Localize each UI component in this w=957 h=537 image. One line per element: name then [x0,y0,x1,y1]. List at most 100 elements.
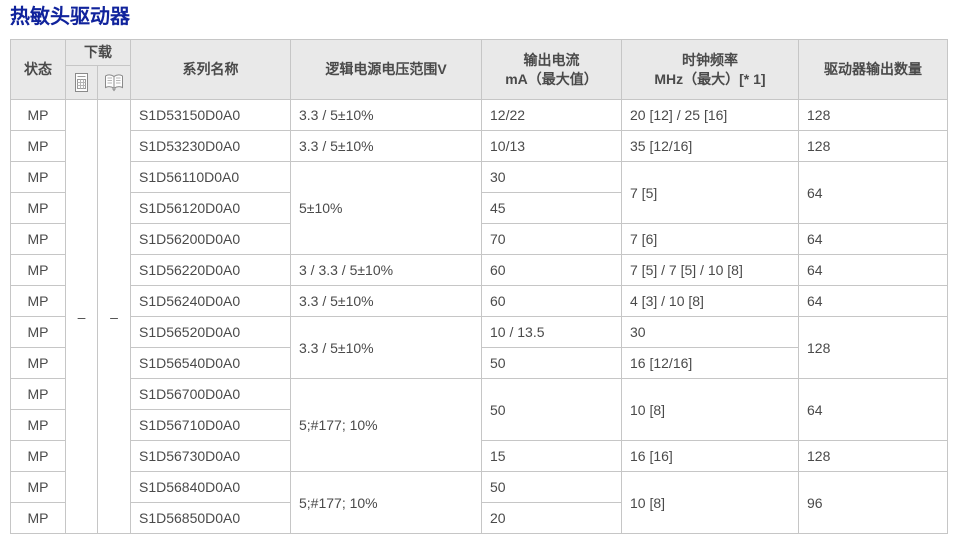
table-row: MP S1D56240D0A0 3.3 / 5±10% 60 4 [3] / 10 [8… [10,285,948,317]
outputs-cell: 128 [798,440,948,472]
voltage-cell: 5;#177; 10% [290,378,482,472]
clock-cell: 4 [3] / 10 [8] [621,285,799,317]
voltage-cell: 3.3 / 5±10% [290,99,482,131]
table-header: 状态 下载 系列名称 逻辑电源电压范围V 输出电流 mA（最大值） 时钟频率 M… [10,39,948,100]
table-row: MP S1D56730D0A0 15 16 [16] 128 [10,440,948,472]
series-cell: S1D56110D0A0 [130,161,291,193]
current-cell: 15 [481,440,622,472]
column-header-current: 输出电流 mA（最大值） [481,39,622,100]
clock-cell: 10 [8] [621,471,799,534]
status-cell: MP [10,347,66,379]
current-cell: 12/22 [481,99,622,131]
document-icon [72,72,91,93]
series-cell: S1D53230D0A0 [130,130,291,162]
series-cell: S1D56220D0A0 [130,254,291,286]
column-header-download: 下载 [65,39,131,66]
voltage-cell: 5;#177; 10% [290,471,482,534]
column-header-voltage: 逻辑电源电压范围V [290,39,482,100]
current-header-line1: 输出电流 [523,51,580,68]
outputs-cell: 128 [798,316,948,379]
table-row: MP S1D56220D0A0 3 / 3.3 / 5±10% 60 7 [5] / 7… [10,254,948,286]
series-cell: S1D56700D0A0 [130,378,291,410]
series-cell: S1D56520D0A0 [130,316,291,348]
status-cell: MP [10,409,66,441]
current-cell: 45 [481,192,622,224]
clock-cell: 7 [5] [621,161,799,224]
header-datasheet-icon-cell [65,65,98,100]
current-cell: 10/13 [481,130,622,162]
status-cell: MP [10,192,66,224]
outputs-cell: 96 [798,471,948,534]
series-cell: S1D56730D0A0 [130,440,291,472]
series-cell: S1D56200D0A0 [130,223,291,255]
header-row-1: 状态 下载 系列名称 逻辑电源电压范围V 输出电流 mA（最大值） 时钟频率 M… [10,39,948,100]
current-cell: 50 [481,378,622,441]
outputs-cell: 128 [798,130,948,162]
table-row: MP S1D53230D0A0 3.3 / 5±10% 10/13 35 [12/16]… [10,130,948,162]
column-header-clock: 时钟频率 MHz（最大）[* 1] [621,39,799,100]
outputs-cell: 64 [798,161,948,224]
outputs-cell: 128 [798,99,948,131]
page-title: 热敏头驱动器 [10,6,130,28]
status-cell: MP [10,223,66,255]
table-row: MP S1D56110D0A0 5±10% 30 7 [5] 64 [10,161,948,255]
clock-cell: 10 [8] [621,378,799,441]
voltage-cell: 5±10% [290,161,482,255]
clock-cell: 16 [12/16] [621,347,799,379]
current-cell: 60 [481,254,622,286]
current-cell: 50 [481,471,622,503]
current-header-line2: mA（最大值） [505,70,598,87]
clock-cell: 16 [16] [621,440,799,472]
clock-cell: 7 [5] / 7 [5] / 10 [8] [621,254,799,286]
current-cell: 70 [481,223,622,255]
current-cell: 20 [481,502,622,534]
table-row: MP S1D56700D0A0 5;#177; 10% 50 10 [8] 64 [10,378,948,472]
open-book-icon [103,73,125,92]
series-cell: S1D56850D0A0 [130,502,291,534]
status-cell: MP [10,130,66,162]
clock-header-line2: MHz（最大）[* 1] [654,70,766,87]
header-row-2 [11,65,948,100]
column-header-status: 状态 [10,39,66,100]
status-cell: MP [10,471,66,503]
series-cell: S1D53150D0A0 [130,99,291,131]
status-cell: MP [10,502,66,534]
clock-cell: 7 [6] [621,223,799,255]
column-header-series: 系列名称 [130,39,291,100]
status-cell: MP [10,285,66,317]
outputs-cell: 64 [798,285,948,317]
clock-header-line1: 时钟频率 [682,51,738,68]
outputs-cell: 64 [798,254,948,286]
table-body: MP – – S1D53150D0A0 3.3 / 5±10% 12/22 20 [12] … [10,99,948,534]
voltage-cell: 3 / 3.3 / 5±10% [290,254,482,286]
clock-cell: 30 [621,316,799,348]
thermal-head-driver-table: 状态 下载 系列名称 逻辑电源电压范围V 输出电流 mA（最大值） 时钟频率 M… [10,39,948,534]
status-cell: MP [10,316,66,348]
series-cell: S1D56710D0A0 [130,409,291,441]
voltage-cell: 3.3 / 5±10% [290,316,482,379]
clock-cell: 35 [12/16] [621,130,799,162]
current-cell: 30 [481,161,622,193]
table-row: MP S1D56840D0A0 5;#177; 10% 50 10 [8] 96 [10,471,948,534]
table-row: MP S1D56520D0A0 3.3 / 5±10% 10 / 13.5 30 128 [10,316,948,379]
voltage-cell: 3.3 / 5±10% [290,130,482,162]
series-cell: S1D56540D0A0 [130,347,291,379]
voltage-cell: 3.3 / 5±10% [290,285,482,317]
outputs-cell: 64 [798,223,948,255]
table-row: MP S1D56710D0A0 [10,409,948,441]
column-header-outputs: 驱动器输出数量 [798,39,948,100]
status-cell: MP [10,378,66,410]
series-cell: S1D56240D0A0 [130,285,291,317]
series-cell: S1D56840D0A0 [130,471,291,503]
table-row: MP – – S1D53150D0A0 3.3 / 5±10% 12/22 20 [12] … [10,99,948,534]
current-cell: 10 / 13.5 [481,316,622,348]
status-cell: MP [10,99,66,131]
status-cell: MP [10,440,66,472]
current-cell: 60 [481,285,622,317]
download-dash-cell: – [65,99,98,534]
current-cell: 50 [481,347,622,379]
header-manual-icon-cell [97,65,131,100]
download-dash-cell: – [97,99,131,534]
status-cell: MP [10,254,66,286]
